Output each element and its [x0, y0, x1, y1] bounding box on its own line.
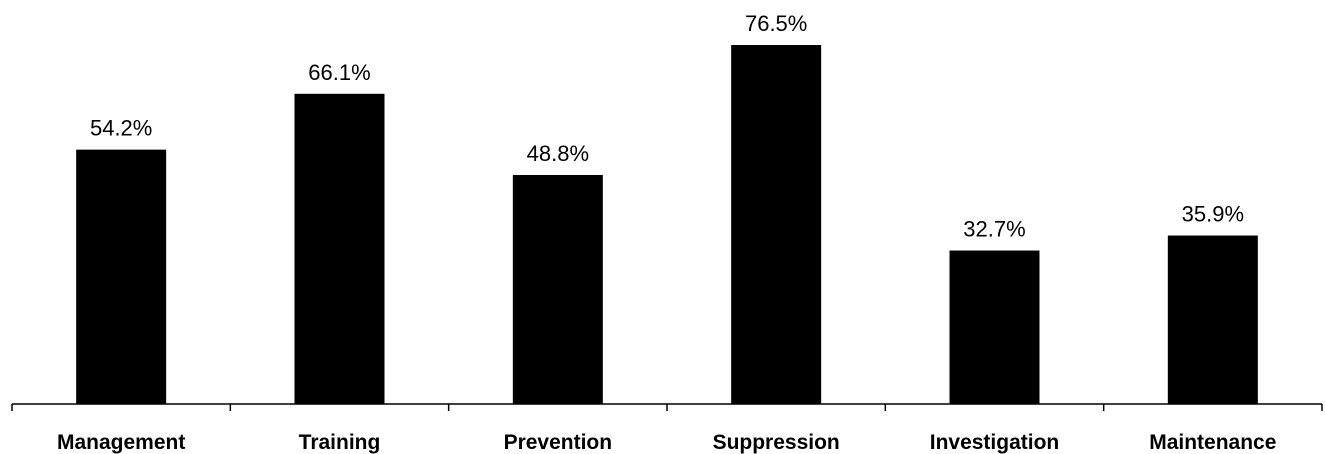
value-label-group: 54.2% 66.1% 48.8% 76.5% 32.7% 35.9%: [90, 11, 1244, 242]
category-label-suppression: Suppression: [713, 431, 840, 454]
bar-management: [76, 149, 167, 404]
bar-maintenance: [1167, 235, 1258, 404]
value-label-investigation: 32.7%: [963, 217, 1025, 242]
category-label-training: Training: [299, 431, 381, 454]
category-label-management: Management: [57, 431, 185, 454]
category-label-group: Management Training Prevention Suppression I…: [57, 431, 1276, 454]
x-axis-ticks: [11, 404, 1323, 411]
bar-prevention: [512, 174, 603, 404]
value-label-suppression: 76.5%: [745, 11, 807, 36]
bar-investigation: [949, 250, 1040, 404]
category-label-investigation: Investigation: [930, 431, 1060, 454]
category-label-maintenance: Maintenance: [1149, 431, 1276, 454]
bar-group: [76, 45, 1258, 404]
value-label-prevention: 48.8%: [527, 141, 589, 166]
value-label-training: 66.1%: [308, 60, 370, 85]
value-label-maintenance: 35.9%: [1182, 202, 1244, 227]
bar-training: [294, 93, 385, 404]
category-label-prevention: Prevention: [504, 431, 613, 454]
bar-suppression: [731, 45, 822, 404]
value-label-management: 54.2%: [90, 116, 152, 141]
